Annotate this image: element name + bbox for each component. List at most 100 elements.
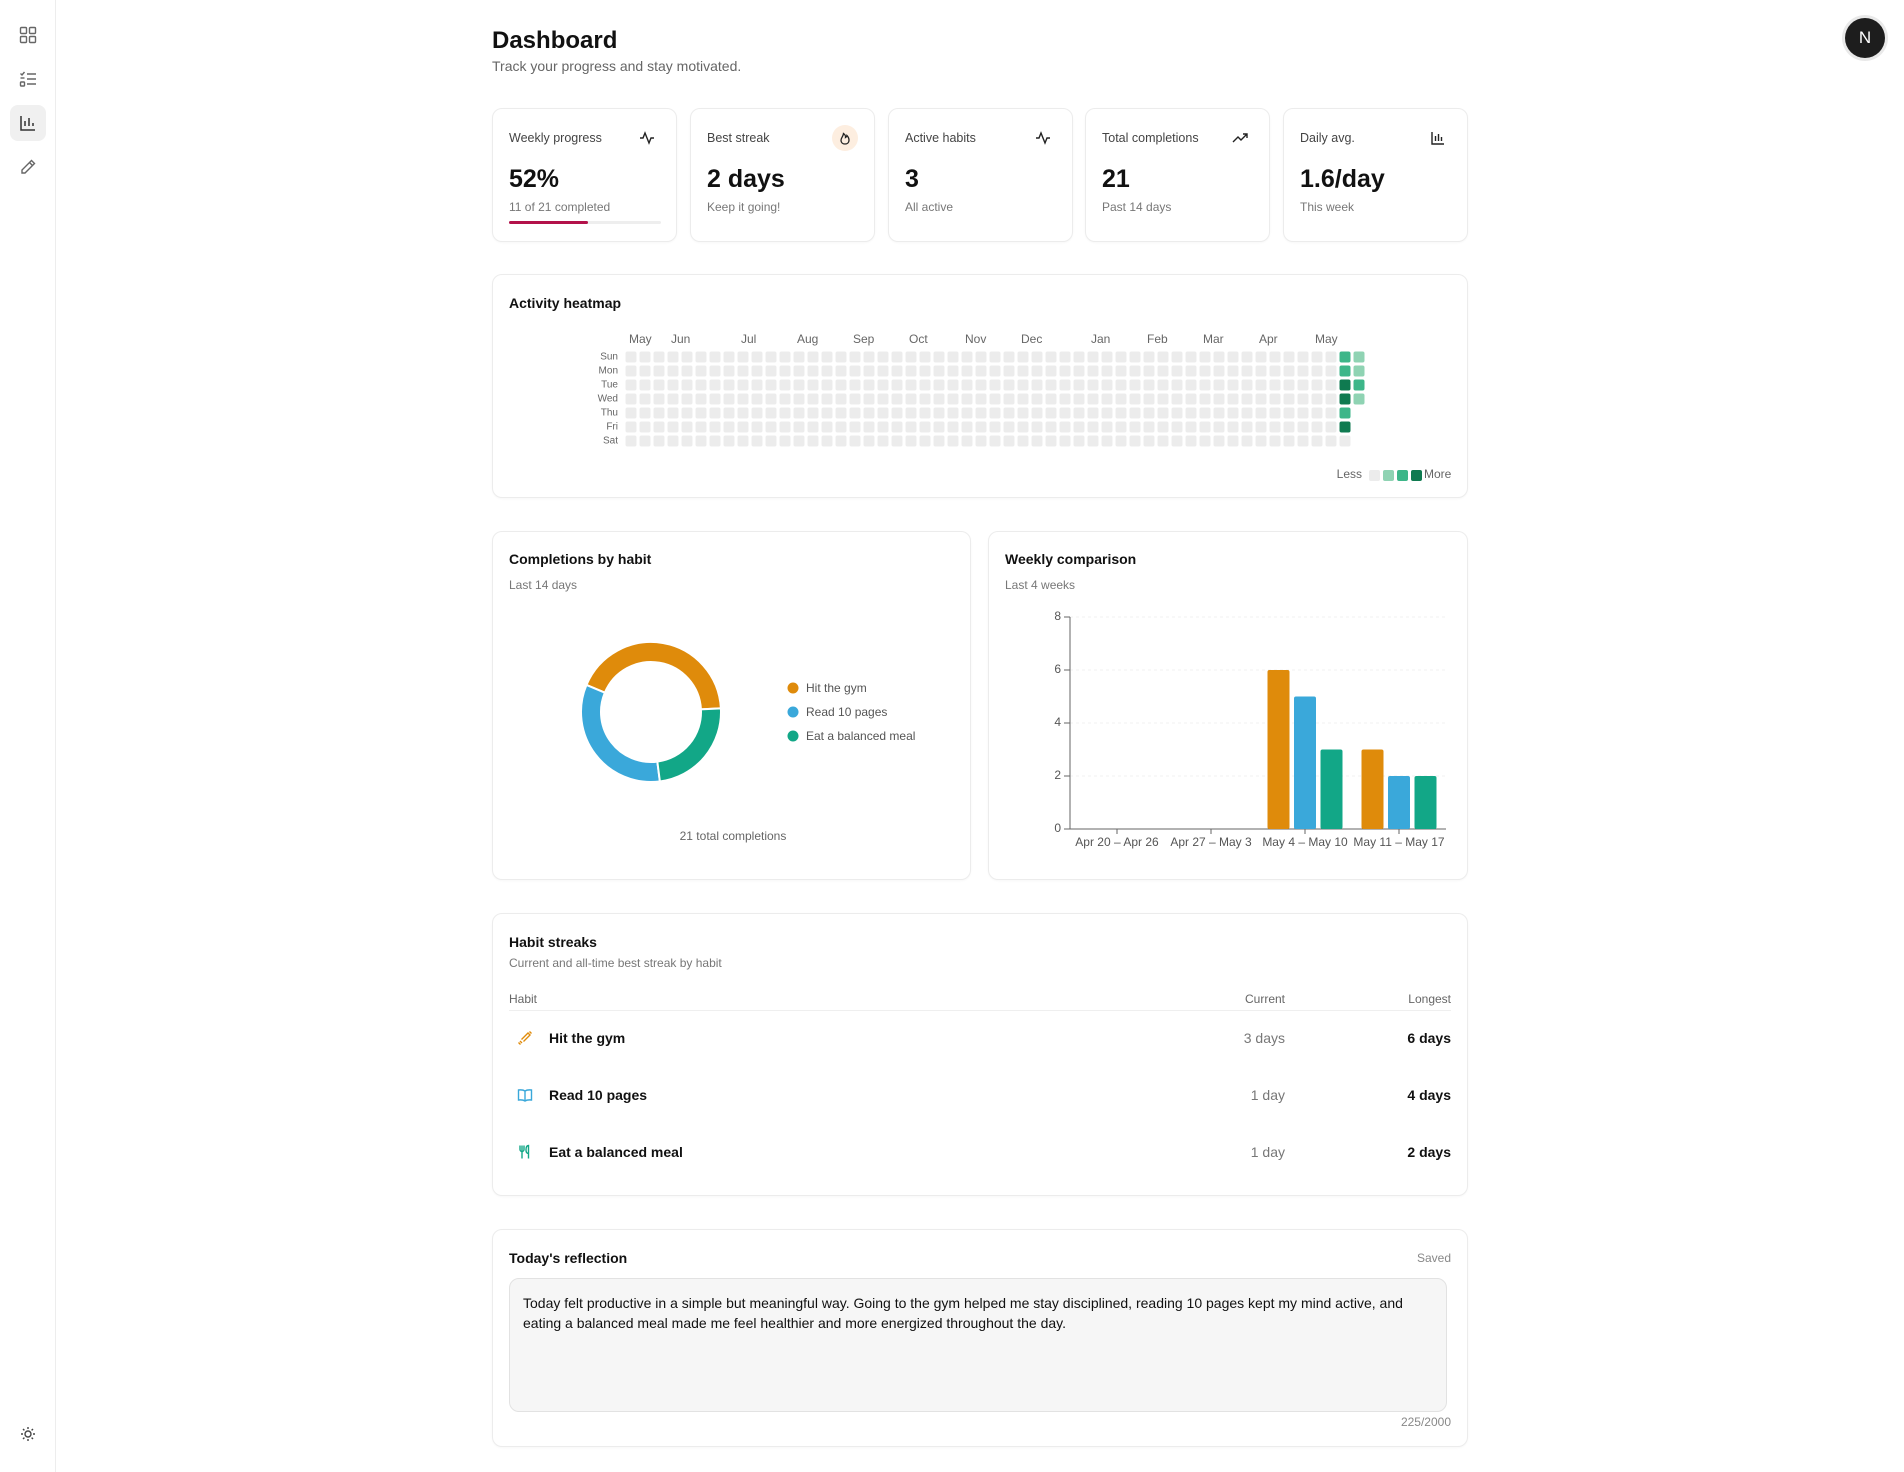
heatmap-cell [933,435,945,447]
stat-note: Past 14 days [1102,200,1172,214]
heatmap-cell [1185,435,1197,447]
heatmap-cell [1143,393,1155,405]
day-label: Tue [601,380,618,391]
heatmap-cell [1087,351,1099,363]
heatmap-cell [793,365,805,377]
bar [1388,776,1410,829]
theme-toggle[interactable] [10,1416,46,1452]
icon [1232,133,1248,143]
heatmap-cell [961,351,973,363]
month-label: Jan [1091,332,1110,346]
heatmap-cell [793,407,805,419]
bar [1320,749,1343,829]
heatmap-cell [1115,351,1127,363]
heatmap-cell [1269,365,1281,377]
heatmap-cell [1199,435,1211,447]
heatmap-cell [891,421,903,433]
legend-swatch [1383,470,1394,481]
heatmap-cell [737,435,749,447]
icon [519,1144,530,1159]
month-label: Mar [1203,332,1224,346]
current-streak: 3 days [1243,1030,1285,1046]
heatmap-cell [989,407,1001,419]
heatmap-cell [1157,421,1169,433]
nav-analytics[interactable] [10,105,46,141]
heatmap-cell [835,407,847,419]
icon [21,159,36,174]
habit-icon [517,1087,533,1103]
heatmap-cell [1255,407,1267,419]
stat-value: 52% [509,165,560,193]
heatmap-cell [1213,421,1225,433]
heatmap-cell [1241,407,1253,419]
heatmap-cell [961,407,973,419]
heatmap-cell [1255,365,1267,377]
heatmap-cell [807,435,819,447]
heatmap-cell [933,421,945,433]
heatmap-cell [1115,407,1127,419]
heatmap-cell [1213,365,1225,377]
heatmap-cell [695,393,707,405]
heatmap-cell [835,365,847,377]
heatmap-cell [653,351,665,363]
month-label: Sep [853,332,875,346]
heatmap-cell [1241,365,1253,377]
stat-label: Active habits [905,131,976,145]
heatmap-cell [1087,435,1099,447]
avatar[interactable]: N [1845,18,1885,58]
heatmap-cell [765,407,777,419]
heatmap-cell [849,421,861,433]
heatmap-cell [807,421,819,433]
heatmap-cell [695,435,707,447]
bar-card: Weekly comparison Last 4 weeks 0 2 4 6 8 Apr … [988,531,1468,880]
heatmap-cell [681,393,693,405]
nav-list[interactable] [10,61,46,97]
stat-label: Best streak [707,131,770,145]
heatmap-cell [877,407,889,419]
heatmap-cell [1227,435,1239,447]
heatmap-cell [765,421,777,433]
heatmap-cell [1101,351,1113,363]
heatmap-cell [1311,351,1323,363]
heatmap-cell [639,379,651,391]
heatmap-cell [1031,435,1043,447]
heatmap-cell [905,393,917,405]
nav-journal[interactable] [10,149,46,185]
heatmap-cell [947,365,959,377]
nav-grid[interactable] [10,17,46,53]
heatmap-cell [1199,365,1211,377]
heatmap-cell [1269,421,1281,433]
card-title: Today's reflection [509,1250,628,1266]
heatmap-cell [877,351,889,363]
heatmap-card: Activity heatmap May Jun Jul Aug Sep Oct Nov De… [492,274,1468,498]
heatmap-cell [1045,351,1057,363]
longest-streak: 2 days [1407,1144,1451,1160]
month-label: Dec [1021,332,1042,346]
heatmap-cell [1339,421,1351,433]
stat-card: Daily avg. 1.6/day This week [1283,108,1468,242]
heatmap-cell [947,407,959,419]
heatmap-cell [849,435,861,447]
column-header: Current [1244,992,1285,1006]
month-label: Nov [965,332,986,346]
heatmap-cell [793,435,805,447]
habit-name: Hit the gym [549,1030,626,1046]
donut-segment [656,707,722,783]
heatmap-cell [1269,351,1281,363]
heatmap-cell [1325,379,1337,391]
heatmap-cell [1339,379,1351,391]
heatmap-cell [779,435,791,447]
stat-note: All active [905,200,954,214]
heatmap-cell [765,351,777,363]
heatmap-cell [1129,435,1141,447]
heatmap-cell [961,435,973,447]
heatmap-cell [1017,435,1029,447]
heatmap-cell [1255,379,1267,391]
heatmap-cell [1059,379,1071,391]
reflection-textarea[interactable]: Today felt productive in a simple but me… [509,1278,1447,1412]
legend-dot [787,730,799,742]
heatmap-cell [1129,407,1141,419]
heatmap-cell [1073,435,1085,447]
heatmap-cell [625,435,637,447]
heatmap-cell [807,407,819,419]
